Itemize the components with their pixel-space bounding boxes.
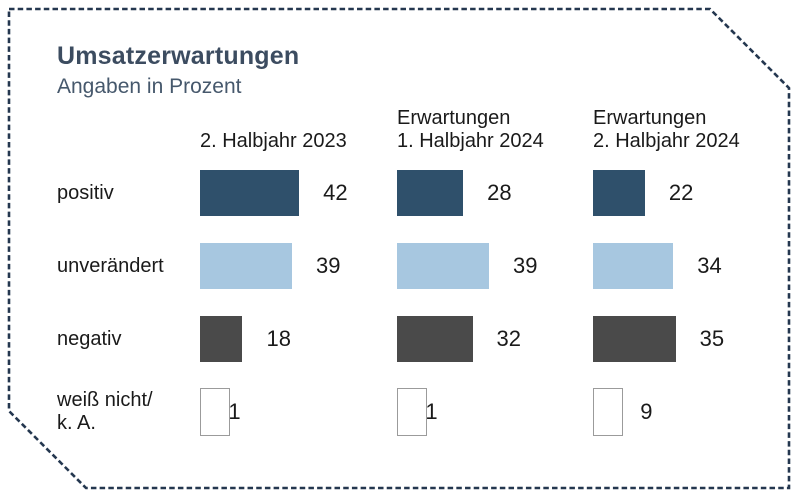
chart-title: Umsatzerwartungen	[57, 42, 300, 70]
column-header-line2: 2. Halbjahr 2024	[593, 130, 740, 152]
bar-cell-weiss-nicht-2hj2023: 1	[200, 388, 397, 436]
row-label-positiv: positiv	[57, 181, 114, 204]
bar-value: 39	[316, 253, 341, 278]
bar-unveraendert-2hj2023	[200, 243, 293, 289]
bar-weiss-nicht-2hj2023	[200, 388, 230, 436]
bar-value: 28	[487, 180, 512, 205]
row-positiv: positiv 42 28 22	[57, 170, 789, 216]
row-label-negativ: negativ	[57, 327, 122, 350]
bar-value: 39	[513, 253, 538, 278]
bar-cell-unveraendert-1hj2024: 39	[397, 243, 593, 289]
bar-positiv-2hj2023	[200, 170, 300, 216]
bar-cell-unveraendert-2hj2023: 39	[200, 243, 397, 289]
bar-value: 35	[699, 326, 725, 351]
bar-cell-negativ-2hj2024: 35	[593, 316, 789, 362]
bar-value: 34	[697, 253, 722, 278]
frame-outline	[7, 7, 791, 490]
bar-positiv-2hj2024	[593, 170, 645, 216]
column-header-erwartungen-1hj2024: Erwartungen 1. Halbjahr 2024	[397, 107, 593, 153]
bar-unveraendert-1hj2024	[397, 243, 490, 289]
chart-subtitle: Angaben in Prozent	[57, 75, 242, 98]
row-label-weiss-nicht: weiß nicht/ k. A.	[57, 389, 200, 435]
bar-value: 1	[228, 399, 241, 424]
row-label-line2: k. A.	[57, 412, 96, 434]
column-header-line2: 2. Halbjahr 2023	[200, 130, 347, 152]
column-header-line2: 1. Halbjahr 2024	[397, 130, 544, 152]
bar-value: 32	[496, 326, 521, 351]
column-header-line1: Erwartungen	[593, 107, 707, 129]
bar-negativ-2hj2024	[593, 316, 676, 362]
row-weiss-nicht: weiß nicht/ k. A. 1 1 9	[57, 388, 789, 436]
bar-cell-unveraendert-2hj2024: 34	[593, 243, 789, 289]
bar-value: 42	[323, 180, 348, 205]
column-header-line1: Erwartungen	[397, 107, 511, 129]
bar-value: 22	[668, 180, 694, 205]
bar-cell-negativ-1hj2024: 32	[397, 316, 593, 362]
bar-cell-positiv-2hj2023: 42	[200, 170, 397, 216]
row-unveraendert: unverändert 39 39 34	[57, 243, 789, 289]
column-header-2hj2023: 2. Halbjahr 2023	[200, 130, 397, 153]
bar-value: 1	[425, 399, 438, 424]
bar-cell-positiv-1hj2024: 28	[397, 170, 593, 216]
bar-cell-weiss-nicht-2hj2024: 9	[593, 388, 789, 436]
bar-unveraendert-2hj2024	[593, 243, 674, 289]
column-header-erwartungen-2hj2024: Erwartungen 2. Halbjahr 2024	[593, 107, 789, 153]
bar-negativ-1hj2024	[397, 316, 473, 362]
row-label-line1: weiß nicht/	[57, 389, 153, 411]
column-header-row: 2. Halbjahr 2023 Erwartungen 1. Halbjahr…	[57, 104, 789, 153]
bar-positiv-1hj2024	[397, 170, 464, 216]
bar-cell-weiss-nicht-1hj2024: 1	[397, 388, 593, 436]
row-label-unveraendert: unverändert	[57, 254, 164, 277]
bar-weiss-nicht-2hj2024	[593, 388, 623, 436]
bar-cell-positiv-2hj2024: 22	[593, 170, 789, 216]
bar-weiss-nicht-1hj2024	[397, 388, 427, 436]
bar-negativ-2hj2023	[200, 316, 243, 362]
bar-value: 9	[640, 399, 653, 424]
bar-value: 18	[266, 326, 291, 351]
row-negativ: negativ 18 32 35	[57, 316, 789, 362]
bar-cell-negativ-2hj2023: 18	[200, 316, 397, 362]
